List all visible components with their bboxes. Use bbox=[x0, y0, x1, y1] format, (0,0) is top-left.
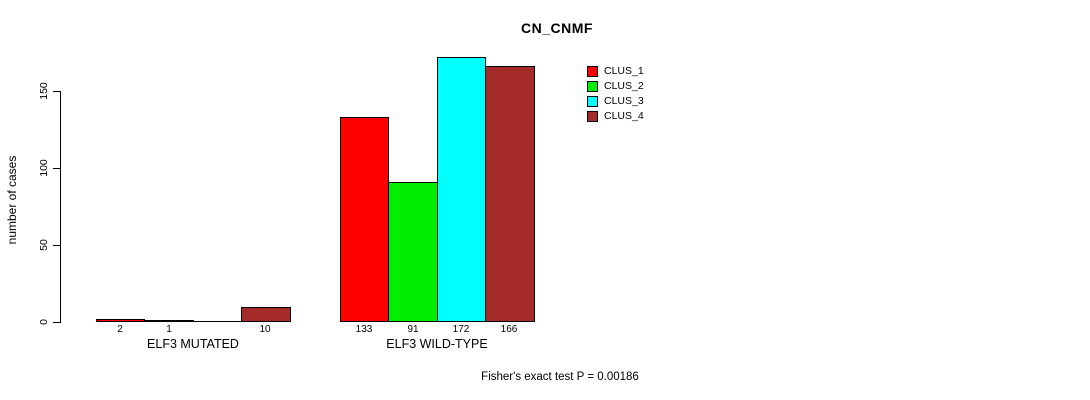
fisher-test-annotation: Fisher's exact test P = 0.00186 bbox=[481, 371, 639, 383]
group-label: ELF3 WILD-TYPE bbox=[386, 337, 488, 351]
bar bbox=[388, 182, 438, 322]
y-tick-mark bbox=[53, 245, 60, 246]
bar-value-label: 1 bbox=[166, 324, 172, 335]
bar-value-label: 166 bbox=[500, 324, 518, 335]
y-axis-line bbox=[60, 91, 61, 323]
bar bbox=[340, 117, 389, 322]
legend-label: CLUS_4 bbox=[604, 110, 644, 122]
bar-zero-height bbox=[193, 321, 242, 322]
group-label: ELF3 MUTATED bbox=[147, 337, 239, 351]
bar-value-label: 91 bbox=[407, 324, 419, 335]
y-tick-label: 50 bbox=[38, 239, 50, 251]
legend-swatch bbox=[587, 81, 598, 92]
bar-value-label: 133 bbox=[355, 324, 373, 335]
y-tick-label: 0 bbox=[38, 319, 50, 325]
y-tick-label: 100 bbox=[38, 159, 50, 177]
y-tick-label: 150 bbox=[38, 82, 50, 100]
chart-title: CN_CNMF bbox=[521, 20, 593, 36]
y-axis-label: number of cases bbox=[5, 155, 19, 245]
bar bbox=[485, 66, 535, 322]
bar bbox=[241, 307, 291, 322]
legend-swatch bbox=[587, 111, 598, 122]
bar-value-label: 172 bbox=[452, 324, 470, 335]
legend-label: CLUS_1 bbox=[604, 65, 644, 77]
bar bbox=[144, 320, 194, 322]
y-tick-mark bbox=[53, 168, 60, 169]
bar-value-label: 2 bbox=[117, 324, 123, 335]
legend-swatch bbox=[587, 96, 598, 107]
bar bbox=[437, 57, 486, 322]
y-tick-mark bbox=[53, 91, 60, 92]
y-tick-mark bbox=[53, 322, 60, 323]
bar bbox=[96, 319, 145, 322]
legend-swatch bbox=[587, 66, 598, 77]
legend-label: CLUS_3 bbox=[604, 95, 644, 107]
legend-label: CLUS_2 bbox=[604, 80, 644, 92]
bar-value-label: 10 bbox=[259, 324, 271, 335]
